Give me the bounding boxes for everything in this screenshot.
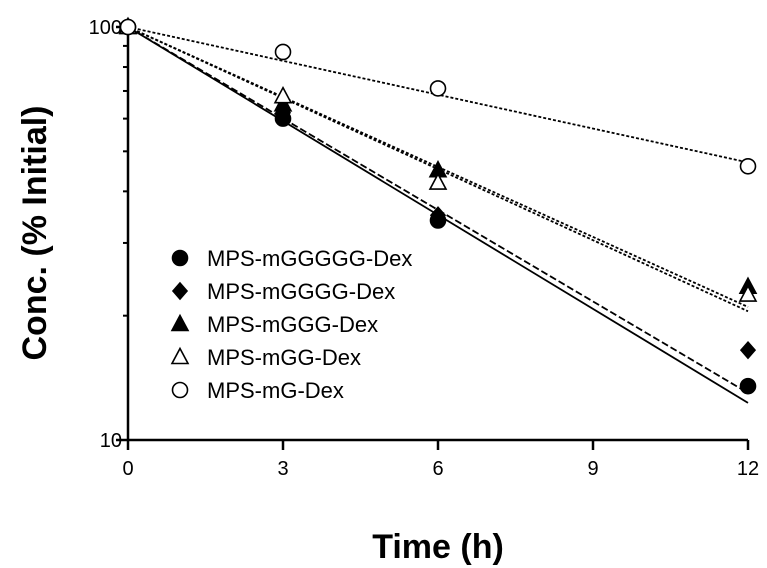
data-point bbox=[276, 44, 291, 59]
x-tick-label: 0 bbox=[122, 458, 133, 480]
data-point bbox=[741, 379, 756, 394]
x-tick-label: 6 bbox=[432, 458, 443, 480]
legend-marker bbox=[173, 283, 187, 299]
x-axis-title: Time (h) bbox=[372, 528, 504, 566]
legend-marker bbox=[172, 349, 188, 364]
x-ticks: 0 3 6 9 12 bbox=[122, 440, 759, 480]
y-tick-label: 100 bbox=[89, 17, 122, 39]
data-point bbox=[741, 342, 755, 358]
legend-marker bbox=[173, 383, 188, 398]
y-axis-title: Conc. (% Initial) bbox=[16, 106, 54, 361]
x-tick-label: 12 bbox=[737, 458, 759, 480]
data-point bbox=[431, 81, 446, 96]
legend-marker bbox=[172, 316, 188, 331]
x-tick-label: 9 bbox=[587, 458, 598, 480]
x-tick-label: 3 bbox=[277, 458, 288, 480]
legend-label: MPS-mGGGGG-Dex bbox=[207, 246, 412, 271]
legend-label: MPS-mGG-Dex bbox=[207, 345, 361, 370]
legend: MPS-mGGGGG-Dex MPS-mGGGG-Dex MPS-mGGG-Dex M… bbox=[172, 246, 412, 403]
legend-label: MPS-mGGG-Dex bbox=[207, 312, 378, 337]
legend-label: MPS-mGGGG-Dex bbox=[207, 279, 395, 304]
y-tick-label: 10 bbox=[100, 430, 122, 452]
data-point bbox=[275, 88, 291, 103]
data-point bbox=[741, 159, 756, 174]
data-points bbox=[120, 19, 756, 394]
y-ticks: 10 100 bbox=[89, 17, 128, 452]
legend-label: MPS-mG-Dex bbox=[207, 378, 344, 403]
data-point bbox=[121, 20, 136, 35]
legend-marker bbox=[173, 251, 188, 266]
